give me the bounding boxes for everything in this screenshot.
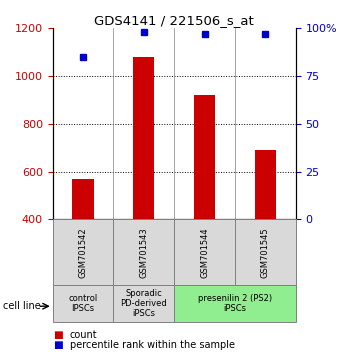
- Title: GDS4141 / 221506_s_at: GDS4141 / 221506_s_at: [95, 14, 254, 27]
- Text: percentile rank within the sample: percentile rank within the sample: [70, 340, 235, 350]
- Bar: [133, 57, 154, 219]
- Text: GSM701544: GSM701544: [200, 227, 209, 278]
- Bar: [53, 219, 114, 285]
- Bar: [114, 285, 174, 322]
- Bar: [174, 285, 296, 322]
- Text: Sporadic
PD-derived
iPSCs: Sporadic PD-derived iPSCs: [120, 289, 167, 319]
- Text: cell line: cell line: [3, 301, 41, 311]
- Text: presenilin 2 (PS2)
iPSCs: presenilin 2 (PS2) iPSCs: [198, 294, 272, 313]
- Text: GSM701543: GSM701543: [139, 227, 148, 278]
- Bar: [114, 219, 174, 285]
- Bar: [72, 179, 94, 219]
- Bar: [174, 219, 235, 285]
- Text: GSM701542: GSM701542: [79, 227, 88, 278]
- Text: count: count: [70, 330, 97, 339]
- Text: control
IPSCs: control IPSCs: [68, 294, 98, 313]
- Text: GSM701545: GSM701545: [261, 227, 270, 278]
- Bar: [235, 219, 296, 285]
- Bar: [194, 95, 215, 219]
- Bar: [53, 285, 114, 322]
- Text: ■: ■: [53, 330, 63, 339]
- Text: ■: ■: [53, 340, 63, 350]
- Bar: [255, 150, 276, 219]
